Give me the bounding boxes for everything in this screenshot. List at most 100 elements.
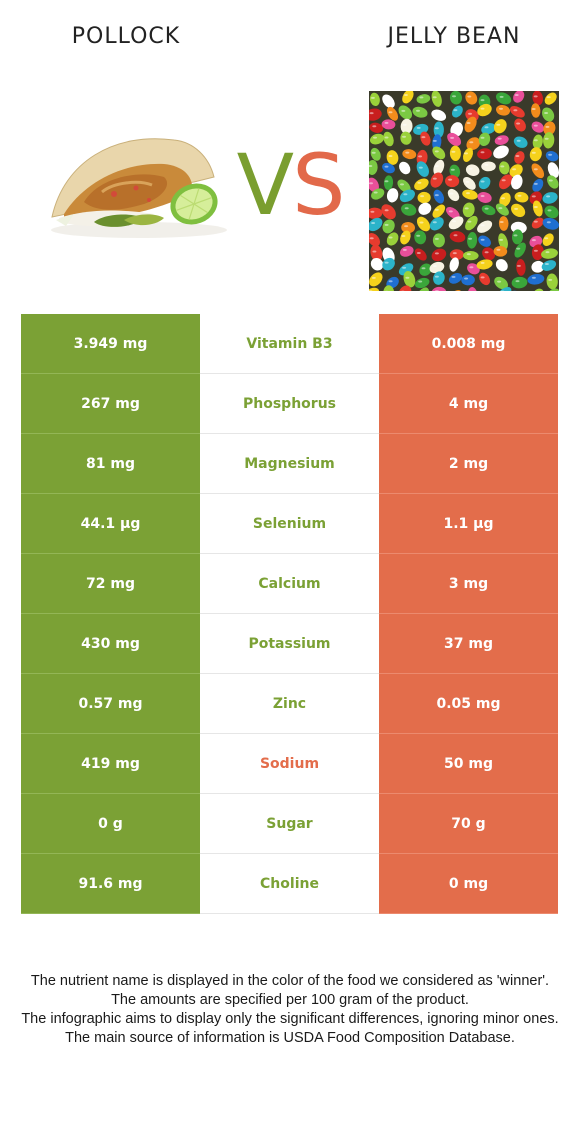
jelly-bean-highlight xyxy=(484,207,489,210)
jelly-bean-shape xyxy=(449,249,464,260)
jelly-bean-highlight xyxy=(480,136,485,139)
jelly-bean-value: 70 g xyxy=(379,794,558,854)
jelly-bean-shape xyxy=(400,246,414,257)
jelly-bean-highlight xyxy=(480,276,485,279)
jelly-bean-shape xyxy=(450,122,463,137)
jelly-bean-shape xyxy=(383,131,394,147)
jelly-bean-shape xyxy=(531,121,544,133)
jelly-bean-highlight xyxy=(388,236,393,239)
jelly-bean-shape xyxy=(432,204,446,218)
jelly-bean-highlight xyxy=(484,163,489,166)
jelly-bean-shape xyxy=(447,188,460,202)
jelly-bean-highlight xyxy=(547,209,552,212)
jelly-bean-shape xyxy=(398,105,413,120)
jelly-bean-highlight xyxy=(453,234,458,237)
jelly-bean-value: 3 mg xyxy=(379,554,558,614)
jelly-bean-shape xyxy=(494,276,508,290)
jelly-bean-highlight xyxy=(501,197,505,200)
jelly-bean-value: 1.1 µg xyxy=(379,494,558,554)
jelly-bean-highlight xyxy=(418,155,423,158)
jelly-bean-highlight xyxy=(452,220,457,223)
jelly-bean-shape xyxy=(449,231,466,243)
jelly-bean-highlight xyxy=(531,195,536,198)
table-row: 430 mg Potassium 37 mg xyxy=(21,614,558,674)
jelly-bean-highlight xyxy=(480,261,485,264)
jelly-bean-shape xyxy=(369,108,382,121)
jelly-bean-highlight xyxy=(499,238,504,241)
pollock-value: 267 mg xyxy=(21,374,200,434)
pollock-value: 430 mg xyxy=(21,614,200,674)
jelly-bean-highlight xyxy=(432,221,437,224)
jelly-bean-shape xyxy=(532,178,544,192)
jelly-bean-highlight xyxy=(531,108,536,110)
table-row: 72 mg Calcium 3 mg xyxy=(21,554,558,614)
jelly-bean-highlight xyxy=(512,179,517,182)
jelly-bean-shape xyxy=(449,257,459,272)
jelly-bean-highlight xyxy=(512,168,517,171)
jelly-bean-highlight xyxy=(531,151,536,154)
jelly-bean-shape xyxy=(369,232,381,247)
table-row: 267 mg Phosphorus 4 mg xyxy=(21,374,558,434)
jelly-bean-highlight xyxy=(533,124,538,127)
jelly-bean-shape xyxy=(478,132,491,147)
food-title-right: JELLY BEAN xyxy=(387,24,521,49)
jelly-bean-highlight xyxy=(369,165,373,167)
jelly-bean-shape xyxy=(547,162,559,178)
jelly-bean-highlight xyxy=(384,121,389,124)
jelly-bean-highlight xyxy=(402,123,407,126)
jelly-bean-value: 37 mg xyxy=(379,614,558,674)
jelly-bean-highlight xyxy=(434,208,439,211)
jelly-bean-highlight xyxy=(513,234,518,237)
jelly-bean-highlight xyxy=(544,112,549,114)
jelly-bean-highlight xyxy=(401,109,406,112)
jelly-bean-shape xyxy=(511,203,526,218)
jelly-bean-value: 4 mg xyxy=(379,374,558,434)
jelly-bean-shape xyxy=(513,91,525,103)
jelly-bean-shape xyxy=(449,164,461,178)
jelly-bean-highlight xyxy=(500,290,505,291)
pollock-value: 72 mg xyxy=(21,554,200,614)
jelly-bean-highlight xyxy=(403,193,408,196)
jelly-bean-highlight xyxy=(496,123,501,126)
jelly-bean-shape xyxy=(481,205,496,216)
jelly-bean-shape xyxy=(402,91,414,104)
jelly-bean-highlight xyxy=(545,251,550,254)
jelly-bean-shape xyxy=(398,285,412,291)
jelly-bean-highlight xyxy=(373,136,377,139)
footer-line-amounts: The amounts are specified per 100 gram o… xyxy=(111,992,469,1008)
jelly-bean-highlight xyxy=(434,237,439,240)
jelly-bean-highlight xyxy=(497,149,501,152)
nutrient-name: Sodium xyxy=(200,734,379,793)
jelly-bean-shape xyxy=(478,235,491,247)
jelly-bean-shape xyxy=(482,247,496,261)
jelly-bean-shape xyxy=(495,105,511,116)
jelly-bean-highlight xyxy=(499,107,503,110)
jelly-bean-shape xyxy=(370,257,384,271)
jelly-bean-shape xyxy=(467,263,480,275)
jelly-bean-highlight xyxy=(546,221,551,224)
jelly-bean-shape xyxy=(381,204,396,220)
jelly-bean-shape xyxy=(451,105,463,118)
jelly-bean-shape xyxy=(431,91,442,107)
jelly-bean-highlight xyxy=(501,179,506,182)
jelly-bean-shape xyxy=(399,161,411,175)
jelly-bean-shape xyxy=(527,273,545,285)
jelly-bean-highlight xyxy=(480,151,485,154)
jelly-bean-highlight xyxy=(497,262,502,265)
jelly-bean-highlight xyxy=(544,237,549,240)
jelly-bean-shape xyxy=(386,188,399,203)
jelly-bean-value: 50 mg xyxy=(379,734,558,794)
jelly-bean-highlight xyxy=(434,275,439,278)
jelly-bean-shape xyxy=(542,107,555,122)
jelly-bean-shape xyxy=(514,118,526,132)
jelly-bean-shape xyxy=(531,217,544,229)
jelly-bean-shape xyxy=(420,131,431,146)
jelly-bean-highlight xyxy=(384,223,389,226)
jelly-bean-highlight xyxy=(420,195,425,198)
jelly-bean-highlight xyxy=(451,150,456,153)
jelly-bean-highlight xyxy=(448,178,453,181)
jelly-bean-highlight xyxy=(515,280,520,283)
food-title-left: POLLOCK xyxy=(71,24,181,49)
jelly-bean-highlight xyxy=(464,207,469,210)
jelly-bean-shape xyxy=(497,287,512,291)
